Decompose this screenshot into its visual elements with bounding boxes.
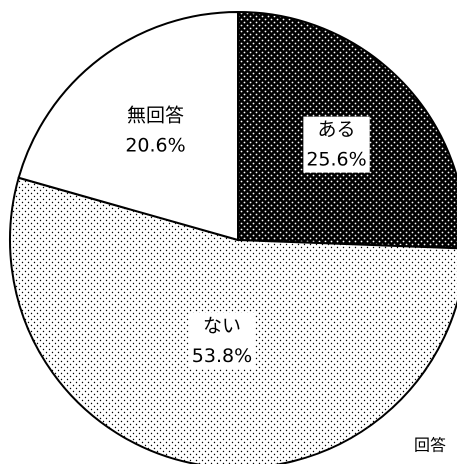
slice-label: ない: [203, 315, 241, 337]
value-label: 20.6%: [125, 134, 185, 156]
value-label: 53.8%: [192, 345, 252, 367]
label-background: [303, 116, 370, 173]
slice-label: 無回答: [127, 104, 184, 126]
slice-label: ある: [318, 119, 356, 141]
value-label: 25.6%: [306, 149, 366, 171]
label-background: [188, 312, 256, 369]
note: 回答: [414, 436, 446, 455]
label-background: [122, 102, 189, 159]
